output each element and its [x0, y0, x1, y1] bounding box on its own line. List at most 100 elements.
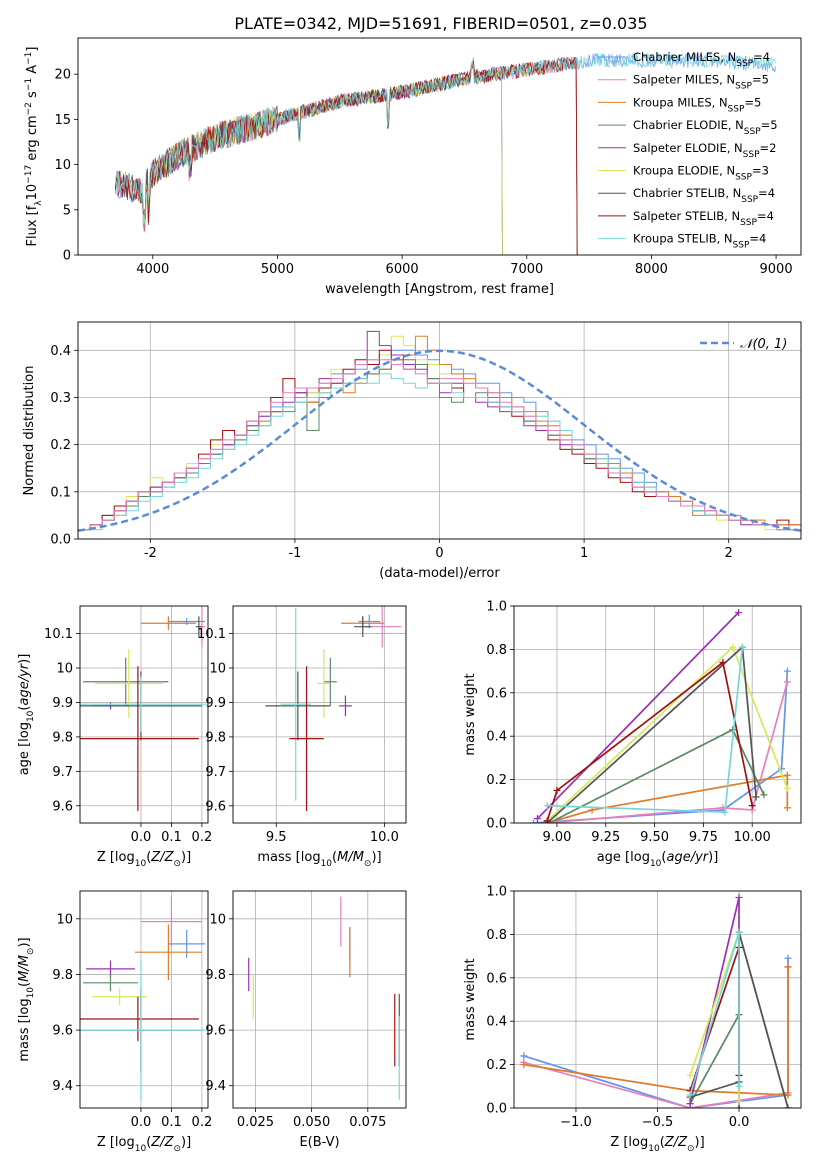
weight-marker-chabrier_miles	[520, 1052, 528, 1060]
y-tick-label: 5	[63, 203, 71, 218]
x-tick-label: 8000	[635, 262, 668, 277]
weight-marker-salpeter_stelib	[543, 817, 551, 823]
x-tick-label: 9.00	[542, 830, 571, 845]
legend: 𝒩(0, 1)	[700, 337, 787, 352]
x-tick-label: 0.2	[192, 830, 213, 845]
label-part: )]	[17, 654, 32, 664]
y-tick-label: 10.1	[197, 627, 226, 642]
label-part: (	[660, 1135, 665, 1150]
weight-marker-kroupa_miles	[520, 1061, 528, 1069]
label-part: (	[146, 850, 151, 865]
axes-weight_vs_Z: −1.0 −0.5 0.0 0.0 0.2 0.4 0.6 0.8 1.0 Z [log10(Z/…	[463, 885, 802, 1154]
legend-entry: Chabrier STELIB, NSSP=4	[633, 186, 775, 205]
legend-eq: =4	[749, 232, 766, 246]
label-part: )]	[181, 850, 191, 865]
axes-border	[232, 605, 407, 824]
label-part: )]	[695, 1135, 705, 1150]
legend-entry: Salpeter STELIB, NSSP=4	[633, 209, 774, 228]
legend-eq: =5	[752, 73, 769, 87]
label-part: 10	[26, 987, 36, 999]
weight-marker-chabrier_miles	[530, 819, 538, 823]
y-tick-label: 0	[63, 249, 71, 264]
legend-sub: SSP	[743, 150, 760, 160]
y-tick-label: 9.8	[205, 730, 226, 745]
label-part: erg cm	[25, 115, 40, 164]
plot-area-residuals	[78, 330, 801, 532]
label-part: ⊙	[173, 859, 181, 869]
label-part: (	[17, 706, 32, 711]
legend-sub: SSP	[740, 218, 757, 228]
weight-marker-kroupa_elodie	[686, 1071, 694, 1079]
y-tick-label: 0.0	[486, 1102, 507, 1117]
plot-area-weight_vs_Z	[520, 894, 792, 1108]
label-part: (	[661, 850, 666, 865]
weight-marker-kroupa_stelib	[738, 643, 746, 651]
y-tick-label: 0.4	[486, 730, 507, 745]
y-tick-label: 0.8	[486, 643, 507, 658]
weight-marker-kroupa_miles	[783, 771, 791, 779]
legend-sub: SSP	[728, 104, 745, 114]
weight-marker-kroupa_stelib	[735, 1082, 743, 1090]
y-tick-label: 0.4	[50, 344, 71, 359]
weight-marker-kroupa_stelib	[543, 802, 551, 810]
label-part: ]	[25, 47, 40, 52]
axes-spectrum: 4000 5000 6000 7000 8000 9000 0 5 10 15 20 Chabrier…	[24, 37, 802, 297]
weight-marker-chabrier_stelib	[752, 793, 760, 801]
axes-border	[79, 605, 209, 824]
y-axis-label: mass weight	[463, 673, 478, 755]
label-part: Z [log	[610, 1135, 648, 1150]
y-tick-label: 9.8	[52, 730, 73, 745]
y-tick-label: 9.4	[205, 1079, 226, 1094]
legend-name: Salpeter ELODIE, N	[633, 141, 743, 155]
weight-marker-chabrier_elodie	[760, 791, 768, 799]
label-part: )]	[708, 850, 718, 865]
legend-eq: =4	[758, 186, 775, 200]
legend-sub: SSP	[733, 241, 750, 251]
legend-sub: SSP	[741, 195, 758, 205]
x-axis-label: age [log10(age/yr)]	[597, 850, 719, 869]
x-tick-label: 0.025	[237, 1115, 274, 1130]
axes-mass_vs_ebv: 0.025 0.050 0.075 9.4 9.6 9.8 10 E(B-V)	[205, 890, 407, 1150]
legend-eq: =4	[753, 50, 770, 64]
y-tick-label: 1.0	[486, 600, 507, 615]
label-part: −1	[24, 78, 34, 91]
weight-line-kroupa_miles	[523, 967, 789, 1096]
legend-sub: SSP	[735, 82, 752, 92]
x-tick-label: 10.00	[734, 830, 771, 845]
x-tick-label: 1	[580, 546, 588, 561]
legend-entry: Salpeter ELODIE, NSSP=2	[633, 141, 776, 160]
label-part: age [log	[597, 850, 650, 865]
y-tick-label: 0.0	[50, 533, 71, 548]
label-part: Z/Z	[150, 850, 174, 865]
weight-line-salpeter_elodie	[536, 611, 740, 820]
legend-name: Chabrier MILES, N	[633, 50, 736, 64]
weight-marker-salpeter_elodie	[533, 815, 541, 823]
x-tick-label: 6000	[386, 262, 419, 277]
y-tick-label: 9.4	[52, 1079, 73, 1094]
x-axis-label: mass [log10(M/M⊙)]	[257, 850, 381, 869]
weight-marker-kroupa_stelib	[686, 1091, 694, 1099]
plot-area-spectrum	[115, 52, 776, 255]
x-tick-label: -1	[288, 546, 301, 561]
label-part: Z/Z	[664, 1135, 688, 1150]
label-part: E(B-V)	[299, 1135, 339, 1150]
label-part: −17	[24, 165, 34, 184]
label-part: ⊙	[364, 859, 372, 869]
y-tick-label: 9.6	[52, 799, 73, 814]
label-part: M/M	[17, 955, 32, 982]
y-tick-label: 9.6	[205, 1024, 226, 1039]
weight-line-salpeter_stelib	[546, 660, 754, 822]
legend-name: Chabrier ELODIE, N	[633, 118, 744, 132]
y-axis-label: mass [log10(M/M⊙)]	[17, 937, 36, 1061]
y-axis-label: mass weight	[463, 958, 478, 1040]
weight-marker-salpeter_stelib	[748, 802, 756, 810]
weight-marker-chabrier_miles	[783, 667, 791, 675]
label-part: −2	[24, 102, 34, 115]
weight-marker-kroupa_miles	[784, 963, 792, 971]
x-axis-label: Z [log10(Z/Z⊙)]	[610, 1135, 704, 1154]
weight-marker-salpeter_miles	[783, 678, 791, 686]
legend-eq: =5	[744, 95, 761, 109]
